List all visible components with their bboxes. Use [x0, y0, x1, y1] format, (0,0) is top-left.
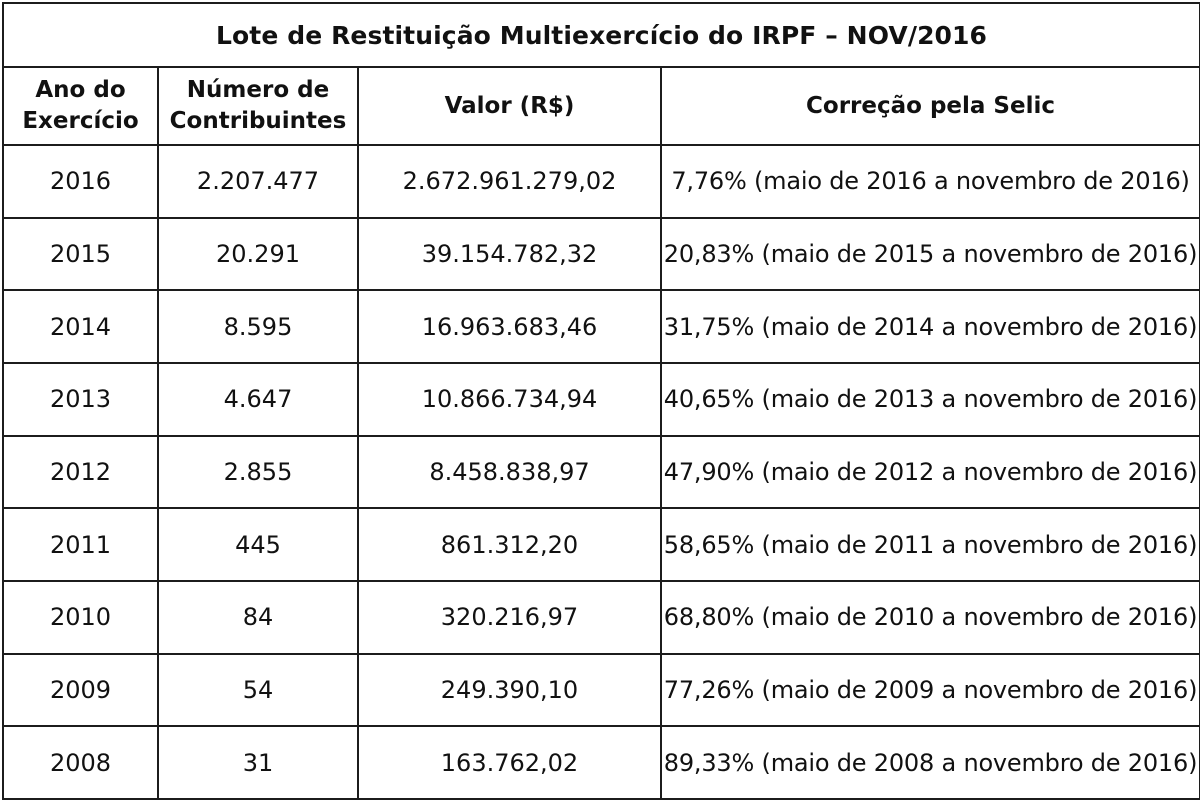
header-ano-line1: Ano do	[35, 77, 126, 103]
table-header-row: Ano do Exercício Número de Contribuintes V…	[2, 66, 1200, 146]
table-row: 2008 31 163.762,02 89,33% (maio de 2008 …	[2, 725, 1200, 800]
cell-ano: 2014	[2, 289, 159, 364]
header-numero-line2: Contribuintes	[169, 108, 347, 134]
cell-ano: 2015	[2, 216, 159, 292]
header-numero-de-contribuintes: Número de Contribuintes	[157, 66, 359, 146]
table-title-row: Lote de Restituição Multiexercício do IR…	[1, 2, 1200, 68]
cell-contribuintes: 2.207.477	[157, 144, 359, 219]
cell-correcao: 7,76% (maio de 2016 a novembro de 2016)	[659, 144, 1200, 219]
table-row: 2015 20.291 39.154.782,32 20,83% (maio d…	[2, 216, 1200, 292]
cell-correcao: 58,65% (maio de 2011 a novembro de 2016)	[659, 507, 1200, 582]
cell-valor: 249.390,10	[357, 652, 662, 728]
cell-contribuintes: 84	[157, 579, 359, 655]
cell-ano: 2011	[2, 507, 159, 582]
table-row: 2012 2.855 8.458.838,97 47,90% (maio de …	[2, 434, 1200, 510]
cell-contribuintes: 20.291	[157, 216, 359, 292]
table-title: Lote de Restituição Multiexercício do IR…	[1, 2, 1200, 68]
cell-ano: 2012	[2, 434, 159, 510]
cell-contribuintes: 4.647	[157, 361, 359, 437]
cell-valor: 2.672.961.279,02	[357, 144, 662, 219]
cell-correcao: 40,65% (maio de 2013 a novembro de 2016)	[659, 361, 1200, 437]
header-correcao-selic: Correção pela Selic	[659, 66, 1200, 146]
cell-correcao: 68,80% (maio de 2010 a novembro de 2016)	[659, 579, 1200, 655]
cell-contribuintes: 445	[157, 507, 359, 582]
cell-correcao: 77,26% (maio de 2009 a novembro de 2016)	[659, 652, 1200, 728]
cell-valor: 8.458.838,97	[357, 434, 662, 510]
cell-contribuintes: 2.855	[157, 434, 359, 510]
cell-ano: 2013	[2, 361, 159, 437]
cell-valor: 39.154.782,32	[357, 216, 662, 292]
cell-valor: 861.312,20	[357, 507, 662, 582]
table-row: 2014 8.595 16.963.683,46 31,75% (maio de…	[2, 289, 1200, 364]
header-ano-do-exercicio: Ano do Exercício	[2, 66, 159, 146]
cell-valor: 320.216,97	[357, 579, 662, 655]
table-row: 2010 84 320.216,97 68,80% (maio de 2010 …	[2, 579, 1200, 655]
cell-correcao: 47,90% (maio de 2012 a novembro de 2016)	[659, 434, 1200, 510]
header-ano-line2: Exercício	[22, 108, 139, 134]
table-row: 2009 54 249.390,10 77,26% (maio de 2009 …	[2, 652, 1200, 728]
header-valor: Valor (R$)	[357, 66, 662, 146]
cell-valor: 10.866.734,94	[357, 361, 662, 437]
table-row: 2016 2.207.477 2.672.961.279,02 7,76% (m…	[2, 144, 1200, 219]
cell-correcao: 20,83% (maio de 2015 a novembro de 2016)	[659, 216, 1200, 292]
cell-correcao: 31,75% (maio de 2014 a novembro de 2016)	[659, 289, 1200, 364]
cell-valor: 163.762,02	[357, 725, 662, 800]
table-row: 2013 4.647 10.866.734,94 40,65% (maio de…	[2, 361, 1200, 437]
cell-ano: 2008	[2, 725, 159, 800]
cell-ano: 2010	[2, 579, 159, 655]
header-numero-line1: Número de	[186, 77, 330, 103]
cell-ano: 2009	[2, 652, 159, 728]
cell-contribuintes: 54	[157, 652, 359, 728]
cell-valor: 16.963.683,46	[357, 289, 662, 364]
cell-contribuintes: 31	[157, 725, 359, 800]
cell-ano: 2016	[2, 144, 159, 219]
cell-correcao: 89,33% (maio de 2008 a novembro de 2016)	[659, 725, 1200, 800]
table-row: 2011 445 861.312,20 58,65% (maio de 2011…	[2, 507, 1200, 582]
cell-contribuintes: 8.595	[157, 289, 359, 364]
